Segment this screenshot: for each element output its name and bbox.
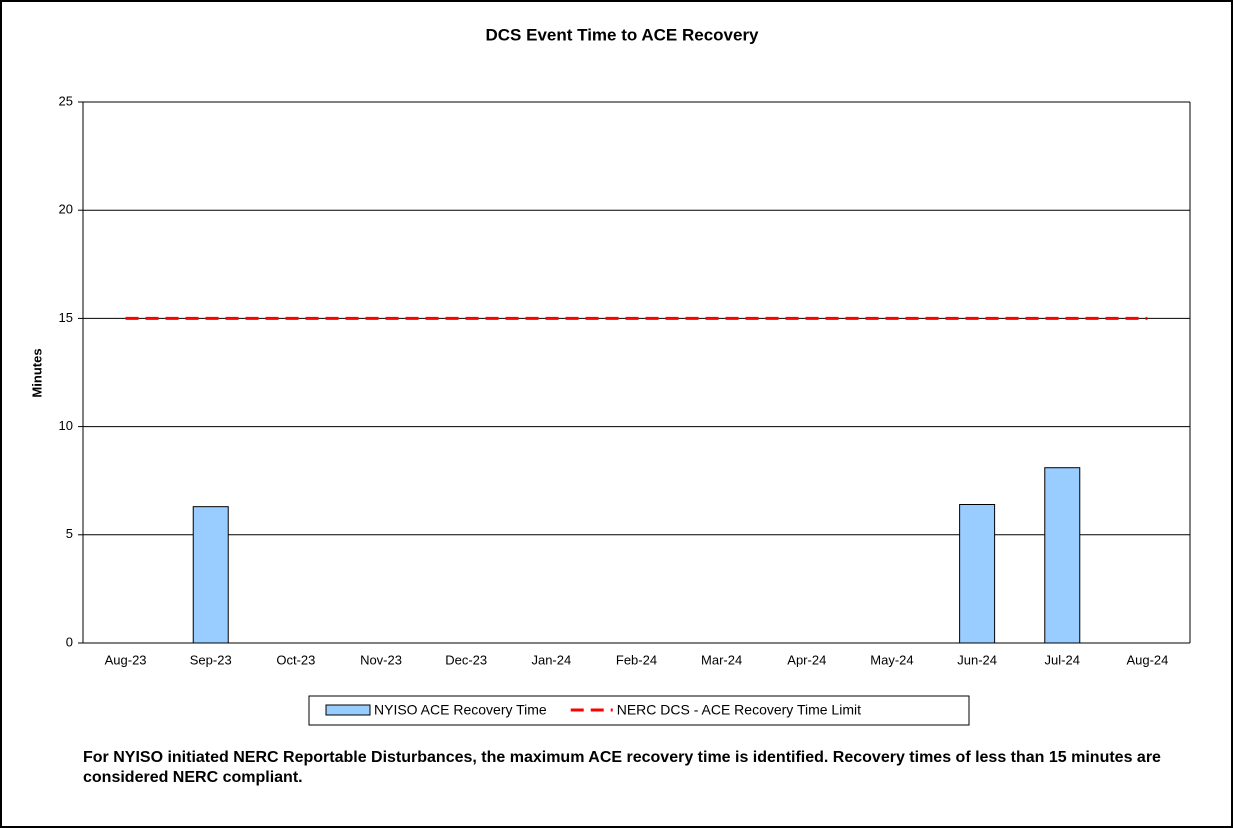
- x-tick-label: Feb-24: [616, 652, 657, 667]
- x-tick-label: Jul-24: [1045, 652, 1080, 667]
- y-tick-label: 15: [59, 310, 73, 325]
- bar: [192, 506, 229, 644]
- x-tick-label: Oct-23: [276, 652, 315, 667]
- y-tick-label: 25: [59, 93, 73, 108]
- x-tick-label: Dec-23: [445, 652, 487, 667]
- y-tick-label: 20: [59, 202, 73, 217]
- x-tick-label: May-24: [870, 652, 913, 667]
- bar: [959, 504, 996, 644]
- y-axis-label: Minutes: [29, 348, 44, 397]
- footnote: For NYISO initiated NERC Reportable Dist…: [83, 749, 1161, 786]
- legend-box: [308, 695, 970, 726]
- legend-label: NYISO ACE Recovery Time: [374, 702, 547, 718]
- x-tick-label: Apr-24: [787, 652, 826, 667]
- y-tick-label: 5: [66, 526, 73, 541]
- x-tick-label: Mar-24: [701, 652, 742, 667]
- x-tick-label: Jun-24: [957, 652, 997, 667]
- x-tick-label: Aug-23: [105, 652, 147, 667]
- chart-title: DCS Event Time to ACE Recovery: [485, 25, 759, 44]
- x-tick-label: Nov-23: [360, 652, 402, 667]
- bar: [1044, 467, 1081, 644]
- legend-swatch: [325, 704, 371, 716]
- x-tick-label: Sep-23: [190, 652, 232, 667]
- y-tick-label: 10: [59, 418, 73, 433]
- x-tick-label: Jan-24: [531, 652, 571, 667]
- y-tick-label: 0: [66, 634, 73, 649]
- x-tick-label: Aug-24: [1126, 652, 1168, 667]
- legend-label: NERC DCS - ACE Recovery Time Limit: [617, 702, 861, 718]
